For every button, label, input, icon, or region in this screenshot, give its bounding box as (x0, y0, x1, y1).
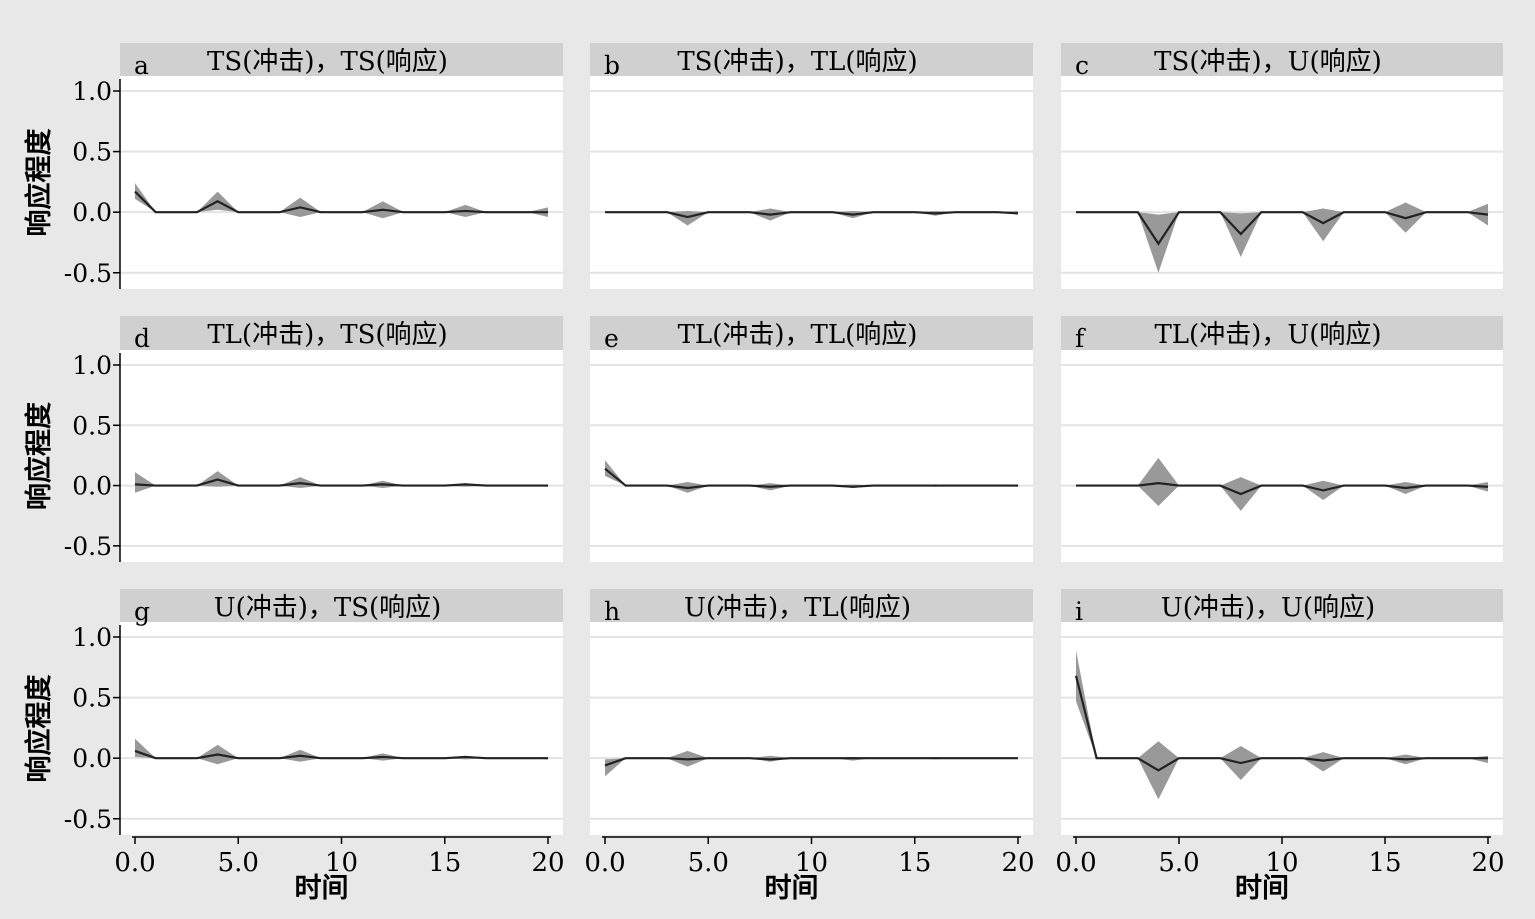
y-tick-label: 0.5 (72, 684, 112, 713)
panel-i: i U(冲击)，U(响应) 0.0 5.0 10 15 20 时间 (1055, 589, 1505, 904)
x-tick-label: 15 (428, 848, 461, 878)
irf-line (1074, 675, 1488, 772)
irf-line (1076, 482, 1489, 496)
panel-strip (120, 316, 563, 350)
panel-f: f TL(冲击)，U(响应) (1061, 316, 1503, 562)
panel-letter: g (134, 597, 150, 626)
plot-area (1061, 622, 1503, 835)
panel-title: U(冲击)，TS(响应) (214, 593, 442, 623)
y-axis-title: 响应程度 (23, 675, 55, 783)
y-tick-label: -0.5 (64, 805, 112, 834)
plot-area (120, 350, 563, 562)
y-tick-label: -0.5 (64, 532, 112, 561)
y-tick-label: 0.5 (72, 411, 112, 440)
x-tick-label: 20 (1001, 848, 1034, 878)
panel-strip (590, 589, 1033, 622)
y-tick-label: 0.5 (72, 138, 112, 167)
panel-title: TS(冲击)，TL(响应) (677, 47, 917, 77)
panel-strip (1061, 316, 1503, 350)
panel-title: TL(冲击)，TS(响应) (207, 320, 447, 350)
panel-strip (1061, 43, 1503, 76)
plot-area (120, 76, 563, 289)
x-tick-label: 0.0 (1055, 848, 1096, 878)
x-axis-title: 时间 (1235, 873, 1289, 904)
panel-h: h U(冲击)，TL(响应) 0.0 5.0 10 15 20 时间 (584, 589, 1035, 904)
panel-strip (1061, 589, 1503, 622)
plot-area (120, 622, 563, 835)
panel-letter: d (134, 324, 150, 353)
irf-line (604, 757, 1018, 767)
x-tick-label: 0.0 (584, 848, 625, 878)
x-tick-label: 20 (531, 848, 564, 878)
panel-strip (120, 43, 563, 76)
plot-area (590, 76, 1033, 289)
ci-band (605, 750, 1018, 777)
y-axis-title: 响应程度 (23, 402, 55, 510)
panel-letter: e (604, 324, 619, 353)
y-tick-label: 1.0 (72, 351, 112, 380)
panel-c: c TS(冲击)，U(响应) (1061, 43, 1503, 289)
irf-line (134, 478, 548, 487)
x-tick-label: 5.0 (218, 848, 259, 878)
panel-title: TS(冲击)，U(响应) (1154, 47, 1382, 77)
x-tick-label: 15 (898, 848, 931, 878)
plot-area (1061, 350, 1503, 562)
irf-line (605, 211, 1019, 219)
panel-title: U(冲击)，U(响应) (1161, 593, 1375, 623)
y-tick-label: 1.0 (72, 77, 112, 106)
x-tick-label: 5.0 (688, 848, 729, 878)
panel-a: a TS(冲击)，TS(响应) 1.0 0.5 0.0 -0.5 响应程度 (23, 43, 563, 289)
panel-strip (590, 316, 1033, 350)
x-tick-label: 20 (1471, 848, 1504, 878)
y-tick-label: 0.0 (72, 198, 112, 227)
panel-e: e TL(冲击)，TL(响应) (590, 316, 1033, 562)
plot-area (1061, 76, 1503, 289)
ci-band (1076, 457, 1488, 511)
panel-d: d TL(冲击)，TS(响应) 1.0 0.5 0.0 -0.5 响应程度 (23, 316, 563, 562)
panel-title: U(冲击)，TL(响应) (684, 593, 911, 623)
panel-letter: c (1075, 51, 1089, 80)
y-tick-label: 1.0 (72, 623, 112, 652)
x-tick-label: 10 (1265, 848, 1298, 878)
ci-band (1076, 202, 1488, 273)
irf-line (1076, 211, 1489, 246)
x-tick-label: 10 (325, 848, 358, 878)
x-tick-label: 5.0 (1158, 848, 1199, 878)
panel-letter: a (134, 51, 149, 80)
irf-line (134, 190, 548, 214)
x-axis-title: 时间 (765, 873, 819, 904)
panel-b: b TS(冲击)，TL(响应) (590, 43, 1033, 289)
ci-band (135, 471, 548, 493)
plot-area (590, 350, 1033, 562)
panel-title: TL(冲击)，TL(响应) (678, 320, 918, 350)
panel-title: TS(冲击)，TS(响应) (207, 47, 448, 77)
panel-letter: b (604, 51, 620, 80)
panel-letter: i (1075, 597, 1083, 626)
irf-line (604, 467, 1018, 490)
x-tick-label: 0.0 (114, 848, 155, 878)
x-tick-label: 15 (1368, 848, 1401, 878)
panel-strip (590, 43, 1033, 76)
y-axis-title: 响应程度 (23, 129, 55, 237)
y-tick-label: -0.5 (64, 259, 112, 288)
plot-area (590, 622, 1033, 835)
panel-strip (120, 589, 563, 622)
panel-title: TL(冲击)，U(响应) (1154, 320, 1381, 350)
y-tick-label: 0.0 (72, 472, 112, 501)
ci-band (135, 738, 548, 765)
irf-line (134, 749, 548, 760)
y-tick-label: 0.0 (72, 744, 112, 773)
x-axis-title: 时间 (295, 873, 349, 904)
x-tick-label: 10 (795, 848, 828, 878)
panel-letter: h (604, 597, 620, 626)
panel-letter: f (1075, 324, 1086, 353)
